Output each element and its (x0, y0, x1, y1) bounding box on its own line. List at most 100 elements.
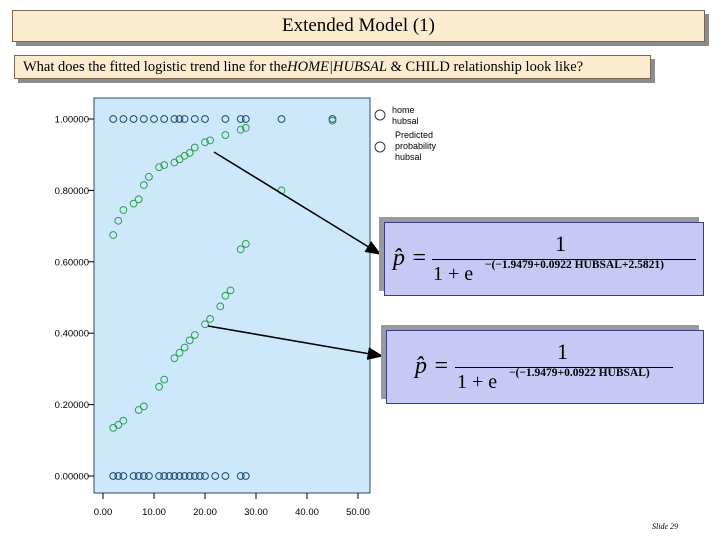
predicted-point-no-child (180, 343, 189, 352)
observed-point (236, 472, 245, 480)
x-tick-label: 50.00 (346, 507, 370, 518)
observed-point (109, 472, 118, 480)
observed-point (211, 472, 220, 480)
observed-point (185, 472, 194, 480)
x-tick-label: 40.00 (295, 507, 319, 518)
formula-bottom-exponent: −(−1.9479+0.0922 HUBSAL) (509, 367, 650, 379)
predicted-point-no-child (170, 354, 179, 363)
predicted-point-child (119, 206, 128, 214)
observed-point (129, 115, 138, 123)
observed-point (175, 472, 184, 480)
predicted-point-no-child (221, 291, 230, 300)
predicted-point-child (328, 116, 337, 125)
predicted-point-child (145, 172, 153, 181)
y-tick-label: 0.80000 (55, 186, 89, 197)
observed-point (139, 472, 148, 480)
observed-point (175, 115, 184, 123)
predicted-point-child (134, 195, 143, 204)
x-tick-label: 0.00 (94, 507, 113, 518)
observed-point (114, 472, 123, 480)
predicted-point-child (185, 149, 194, 157)
observed-point (170, 472, 179, 480)
observed-point (129, 472, 138, 480)
slide-number: Slide 29 (652, 522, 678, 531)
predicted-point-child (139, 181, 148, 189)
observed-point (241, 115, 250, 123)
formula-bottom-lhs: p̂ = (415, 353, 450, 379)
formula-top-lhs: p̂ = (393, 245, 428, 271)
y-tick-label: 0.60000 (55, 257, 89, 268)
predicted-point-no-child (175, 348, 184, 357)
formula-bottom-numerator: 1 (557, 339, 568, 364)
predicted-point-no-child (236, 245, 245, 254)
x-tick-label: 20.00 (193, 507, 217, 518)
predicted-point-no-child (155, 382, 164, 391)
observed-point (221, 472, 230, 480)
y-tick-label: 0.20000 (55, 400, 89, 411)
observed-point (201, 472, 209, 480)
plot-area (93, 97, 371, 494)
observed-point (119, 472, 128, 480)
formula-box-bottom: p̂ = 1 1 + e −(−1.9479+0.0922 HUBSAL) (386, 330, 704, 404)
predicted-point-no-child (241, 240, 250, 248)
observed-point (160, 115, 169, 123)
x-tick-label: 30.00 (244, 507, 268, 518)
observed-point (155, 472, 164, 480)
predicted-point-child (175, 155, 184, 164)
legend-label-predicted: Predicted (395, 130, 433, 140)
y-tick-label: 1.00000 (55, 115, 89, 126)
question-suffix: & CHILD relationship look like? (387, 58, 584, 75)
predicted-point-no-child (160, 375, 169, 384)
formula-top-numerator: 1 (555, 231, 566, 256)
observed-point (134, 472, 143, 480)
legend-label-predicted: probability (395, 141, 437, 151)
y-tick-label: 0.40000 (55, 329, 89, 340)
legend-marker-predicted (374, 141, 386, 153)
predicted-point-no-child (139, 402, 148, 411)
question-banner: What does the fitted logistic trend line… (14, 55, 651, 79)
observed-point (119, 115, 128, 123)
predicted-point-no-child (134, 406, 143, 414)
predicted-point-no-child (216, 302, 225, 311)
observed-point (236, 115, 245, 123)
legend-marker-observed (374, 109, 386, 121)
observed-point (201, 115, 209, 123)
observed-point (170, 115, 179, 123)
observed-point (160, 472, 169, 480)
formula-bottom-fraction-bar (455, 367, 673, 368)
predicted-point-child (236, 125, 245, 134)
legend-label-observed: home (392, 105, 415, 115)
observed-point (196, 472, 204, 480)
observed-point (139, 115, 148, 123)
observed-point (190, 115, 199, 123)
legend-label-predicted: hubsal (395, 152, 422, 162)
predicted-point-no-child (185, 336, 194, 345)
formula-box-top: p̂ = 1 1 + e −(−1.9479+0.0922 HUBSAL+2.5… (384, 222, 704, 296)
observed-point (109, 115, 118, 123)
predicted-point-child (241, 124, 250, 132)
predicted-point-no-child (119, 416, 128, 425)
question-prefix: What does the fitted logistic trend line… (23, 58, 288, 75)
legend-label-observed: hubsal (392, 116, 419, 126)
observed-point (180, 472, 189, 480)
arrow-to-top-formula (213, 151, 382, 255)
formula-top-denominator: 1 + e (433, 263, 474, 285)
predicted-point-child (221, 131, 230, 139)
observed-point (165, 472, 174, 480)
slide-title-text: Extended Model (1) (281, 15, 435, 36)
observed-point (145, 472, 153, 480)
arrow-to-bottom-formula (207, 325, 384, 360)
predicted-point-child (129, 199, 138, 208)
predicted-point-child (155, 163, 164, 172)
predicted-point-no-child (206, 315, 215, 323)
observed-point (241, 472, 250, 480)
predicted-point-child (206, 136, 215, 145)
formula-top-fraction-bar (432, 259, 696, 260)
observed-point (221, 115, 230, 123)
predicted-point-child (190, 143, 199, 152)
predicted-point-child (114, 216, 123, 225)
predicted-point-child (160, 161, 169, 169)
predicted-point-no-child (114, 421, 123, 429)
formula-top-exponent: −(−1.9479+0.0922 HUBSAL+2.5821) (485, 259, 664, 271)
